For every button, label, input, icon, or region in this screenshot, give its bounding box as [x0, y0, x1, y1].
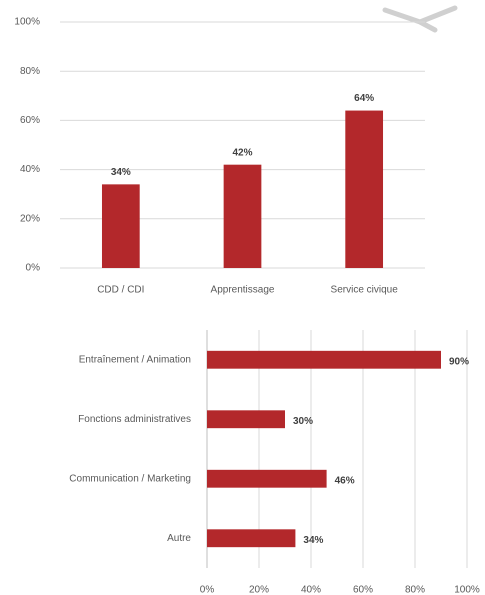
bar	[101, 184, 140, 268]
bar	[223, 164, 262, 268]
bar	[207, 350, 441, 369]
value-label: 34%	[303, 535, 323, 546]
x-tick-label: 20%	[249, 585, 269, 595]
y-tick-label: Communication / Marketing	[69, 473, 191, 484]
x-tick-label: Service civique	[331, 285, 399, 296]
x-tick-label: 60%	[353, 585, 373, 595]
value-label: 64%	[354, 93, 374, 104]
y-tick-label: Entraînement / Animation	[79, 354, 191, 365]
y-tick-label: 0%	[26, 263, 41, 274]
y-tick-label: 20%	[20, 213, 40, 224]
y-tick-label: 80%	[20, 66, 40, 77]
x-tick-label: 40%	[301, 585, 321, 595]
bar	[207, 529, 296, 548]
value-label: 30%	[293, 416, 313, 427]
x-tick-label: Apprentissage	[211, 285, 275, 296]
bar	[207, 410, 285, 429]
x-tick-label: 80%	[405, 585, 425, 595]
x-tick-label: 100%	[454, 585, 480, 595]
y-tick-label: Autre	[167, 533, 191, 544]
value-label: 34%	[111, 167, 131, 178]
y-tick-label: Fonctions administratives	[78, 414, 191, 425]
y-tick-label: 100%	[14, 17, 40, 28]
x-tick-label: 0%	[200, 585, 215, 595]
value-label: 42%	[232, 147, 252, 158]
decorative-icon	[382, 5, 458, 33]
bar	[345, 110, 384, 268]
y-tick-label: 40%	[20, 164, 40, 175]
value-label: 46%	[335, 475, 355, 486]
bar	[207, 469, 327, 488]
y-tick-label: 60%	[20, 115, 40, 126]
x-tick-label: CDD / CDI	[97, 285, 144, 296]
value-label: 90%	[449, 356, 469, 367]
